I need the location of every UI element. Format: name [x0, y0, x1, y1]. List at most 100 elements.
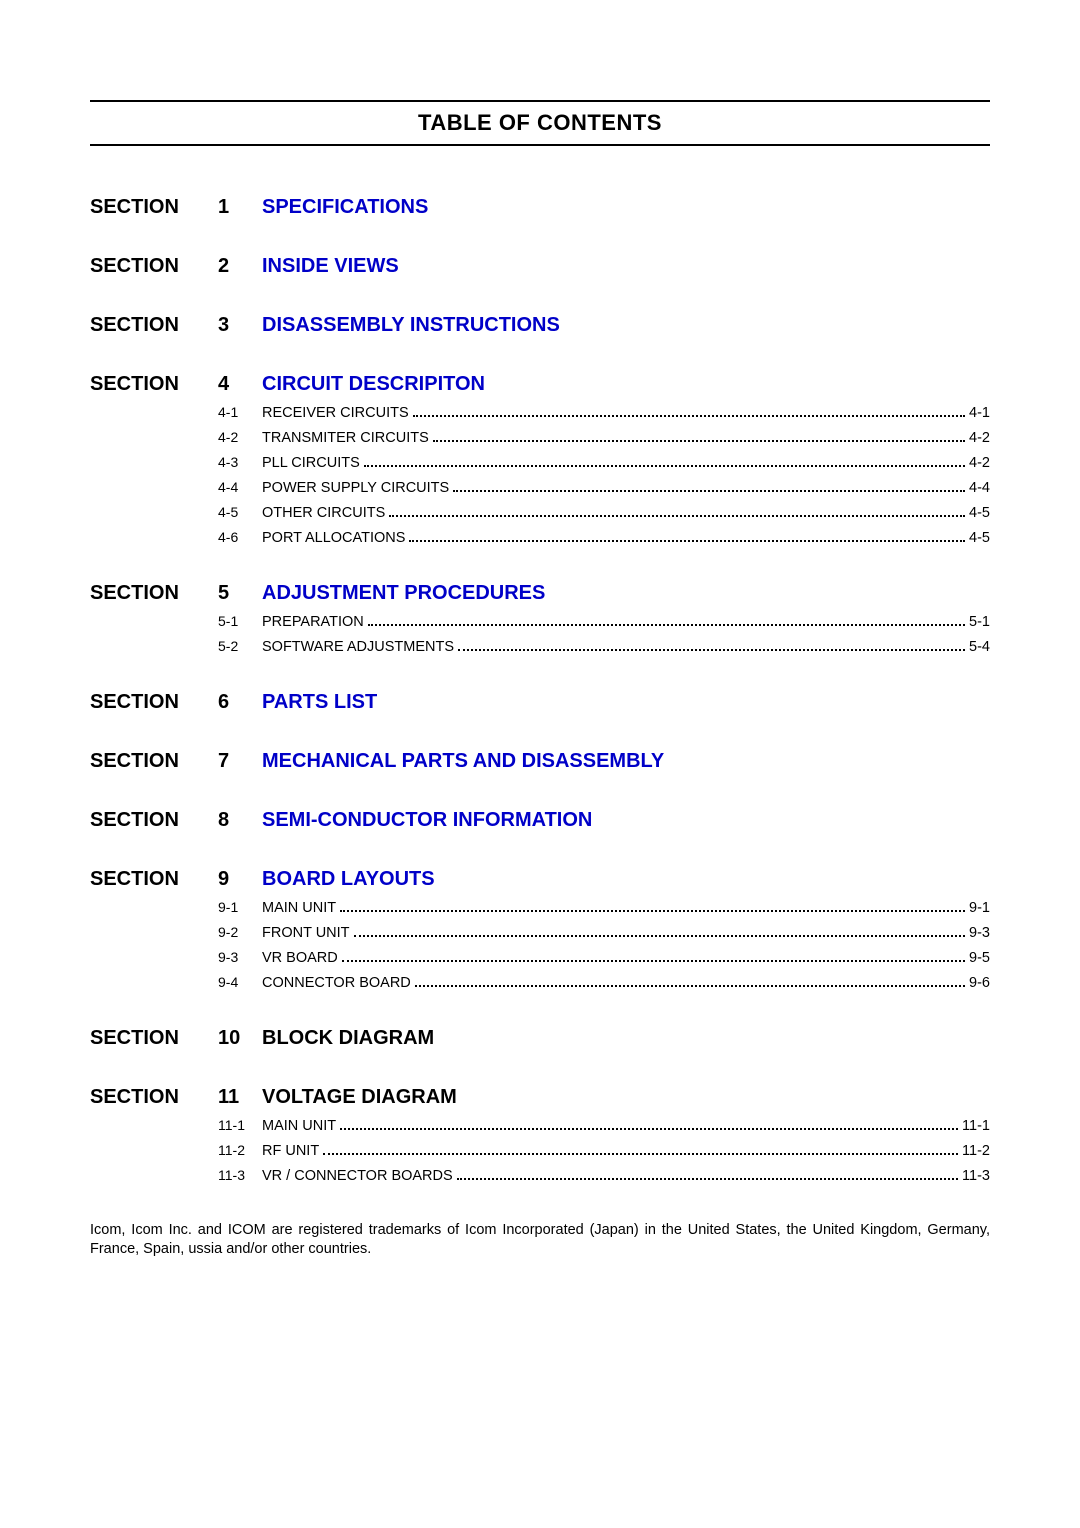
subsection-line: PLL CIRCUITS4-2 — [262, 455, 990, 471]
section-row: SECTION4CIRCUIT DESCRIPITON — [90, 373, 990, 396]
subsection-line: VR BOARD 9-5 — [262, 950, 990, 966]
subsection-row: 11-3VR / CONNECTOR BOARDS11-3 — [90, 1167, 990, 1184]
leader-dots — [342, 960, 965, 962]
section-label: SECTION — [90, 196, 218, 219]
page-title: TABLE OF CONTENTS — [90, 110, 990, 136]
toc: SECTION1SPECIFICATIONSSECTION2INSIDE VIE… — [90, 196, 990, 1184]
section-number: 8 — [218, 809, 262, 832]
section-title[interactable]: PARTS LIST — [262, 691, 377, 714]
subsection-label: PLL CIRCUITS — [262, 455, 360, 471]
section-row: SECTION3DISASSEMBLY INSTRUCTIONS — [90, 314, 990, 337]
subsection-line: TRANSMITER CIRCUITS4-2 — [262, 430, 990, 446]
subsection-number: 4-3 — [218, 454, 262, 470]
subsection-page: 4-1 — [969, 405, 990, 421]
section-row: SECTION6PARTS LIST — [90, 691, 990, 714]
section-title[interactable]: DISASSEMBLY INSTRUCTIONS — [262, 314, 560, 337]
section-label: SECTION — [90, 1027, 218, 1050]
subsection-line: CONNECTOR BOARD9-6 — [262, 975, 990, 991]
section-number: 10 — [218, 1027, 262, 1050]
section-label: SECTION — [90, 868, 218, 891]
section-title[interactable]: INSIDE VIEWS — [262, 255, 399, 278]
section-label: SECTION — [90, 373, 218, 396]
subsection-row: 4-3PLL CIRCUITS4-2 — [90, 454, 990, 471]
section-row: SECTION1SPECIFICATIONS — [90, 196, 990, 219]
leader-dots — [323, 1153, 958, 1155]
subsection-label: VR / CONNECTOR BOARDS — [262, 1168, 453, 1184]
section-title[interactable]: ADJUSTMENT PROCEDURES — [262, 582, 545, 605]
subsection-page: 9-3 — [969, 925, 990, 941]
subsection-page: 4-5 — [969, 505, 990, 521]
subsection-row: 4-5OTHER CIRCUITS4-5 — [90, 504, 990, 521]
subsection-number: 9-2 — [218, 924, 262, 940]
leader-dots — [433, 440, 965, 442]
subsection-row: 5-2SOFTWARE ADJUSTMENTS5-4 — [90, 638, 990, 655]
subsection-label: MAIN UNIT — [262, 900, 336, 916]
brand-mark: ICOM — [228, 1222, 266, 1238]
subsection-row: 4-1RECEIVER CIRCUITS4-1 — [90, 404, 990, 421]
leader-dots — [368, 624, 965, 626]
leader-dots — [364, 465, 965, 467]
subsection-page: 9-5 — [969, 950, 990, 966]
section-number: 6 — [218, 691, 262, 714]
section-label: SECTION — [90, 314, 218, 337]
section-title: BLOCK DIAGRAM — [262, 1027, 434, 1050]
section-number: 4 — [218, 373, 262, 396]
section-label: SECTION — [90, 809, 218, 832]
leader-dots — [340, 1128, 958, 1130]
subsection-row: 11-2RF UNIT11-2 — [90, 1142, 990, 1159]
section-title[interactable]: SEMI-CONDUCTOR INFORMATION — [262, 809, 592, 832]
subsection-row: 5-1PREPARATION5-1 — [90, 613, 990, 630]
subsection-page: 9-6 — [969, 975, 990, 991]
subsection-number: 11-2 — [218, 1142, 262, 1158]
subsection-line: SOFTWARE ADJUSTMENTS5-4 — [262, 639, 990, 655]
section-number: 5 — [218, 582, 262, 605]
subsection-label: MAIN UNIT — [262, 1118, 336, 1134]
subsection-label: VR BOARD — [262, 950, 338, 966]
subsection-label: OTHER CIRCUITS — [262, 505, 385, 521]
subsection-number: 9-4 — [218, 974, 262, 990]
subsection-label: RECEIVER CIRCUITS — [262, 405, 409, 421]
section-row: SECTION7MECHANICAL PARTS AND DISASSEMBLY — [90, 750, 990, 773]
subsection-row: 9-2FRONT UNIT 9-3 — [90, 924, 990, 941]
subsection-line: RF UNIT11-2 — [262, 1143, 990, 1159]
subsection-label: POWER SUPPLY CIRCUITS — [262, 480, 449, 496]
subsection-page: 5-1 — [969, 614, 990, 630]
section-title[interactable]: MECHANICAL PARTS AND DISASSEMBLY — [262, 750, 664, 773]
subsection-row: 9-3VR BOARD9-5 — [90, 949, 990, 966]
subsection-page: 4-4 — [969, 480, 990, 496]
section-number: 11 — [218, 1086, 262, 1109]
leader-dots — [458, 649, 965, 651]
subsection-page: 4-2 — [969, 430, 990, 446]
trademark-footnote: Icom, Icom Inc. and ICOM are registered … — [90, 1221, 990, 1260]
section-title[interactable]: BOARD LAYOUTS — [262, 868, 435, 891]
subsection-label: PREPARATION — [262, 614, 364, 630]
section-title[interactable]: CIRCUIT DESCRIPITON — [262, 373, 485, 396]
section-number: 7 — [218, 750, 262, 773]
section-number: 2 — [218, 255, 262, 278]
subsection-line: FRONT UNIT 9-3 — [262, 925, 990, 941]
subsection-line: PORT ALLOCATIONS4-5 — [262, 530, 990, 546]
subsection-line: POWER SUPPLY CIRCUITS 4-4 — [262, 480, 990, 496]
leader-dots — [457, 1178, 958, 1180]
section-number: 1 — [218, 196, 262, 219]
subsection-line: PREPARATION 5-1 — [262, 614, 990, 630]
section-number: 3 — [218, 314, 262, 337]
section-label: SECTION — [90, 255, 218, 278]
subsection-number: 4-2 — [218, 429, 262, 445]
subsection-page: 11-1 — [962, 1118, 990, 1134]
subsection-list: 5-1PREPARATION5-15-2SOFTWARE ADJUSTMENTS… — [90, 613, 990, 655]
leader-dots — [340, 910, 965, 912]
subsection-row: 11-1MAIN UNIT11-1 — [90, 1117, 990, 1134]
subsection-number: 4-4 — [218, 479, 262, 495]
section-label: SECTION — [90, 1086, 218, 1109]
subsection-number: 9-1 — [218, 899, 262, 915]
footnote-text-a: Icom, Icom Inc. and — [90, 1222, 228, 1238]
leader-dots — [389, 515, 965, 517]
subsection-page: 9-1 — [969, 900, 990, 916]
subsection-label: FRONT UNIT — [262, 925, 350, 941]
subsection-row: 9-4CONNECTOR BOARD9-6 — [90, 974, 990, 991]
subsection-page: 11-3 — [962, 1168, 990, 1184]
subsection-number: 4-1 — [218, 404, 262, 420]
section-title[interactable]: SPECIFICATIONS — [262, 196, 428, 219]
subsection-number: 5-1 — [218, 613, 262, 629]
